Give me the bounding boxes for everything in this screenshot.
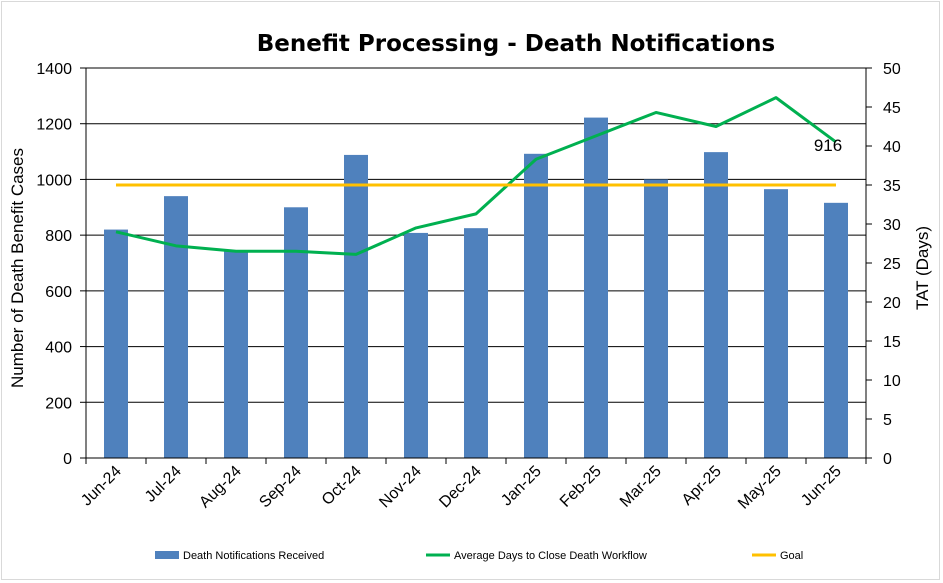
left-tick-label: 400	[45, 340, 72, 357]
left-tick-label: 1200	[36, 117, 72, 134]
right-tick-label: 35	[883, 178, 901, 195]
bar-aug-24	[224, 250, 248, 458]
left-tick-label: 600	[45, 284, 72, 301]
axes	[80, 67, 872, 464]
x-tick-label: Dec-24	[436, 463, 485, 512]
right-tick-label: 0	[883, 451, 892, 468]
bar-series	[104, 117, 848, 459]
legend-swatch-bar	[155, 551, 179, 559]
x-tick-label: Sep-24	[256, 463, 305, 512]
right-tick-label: 20	[883, 295, 901, 312]
legend-entry: Death Notifications Received	[183, 550, 324, 562]
bar-jul-24	[164, 196, 188, 458]
right-tick-label: 45	[883, 100, 901, 117]
bar-jan-25	[524, 153, 548, 459]
line-series	[115, 96, 837, 256]
x-tick-labels: Jun-24 Jul-24 Aug-24 Sep-24 Oct-24 Nov-24 Dec-…	[78, 463, 845, 513]
x-tick-label: May-25	[735, 463, 785, 513]
left-tick-label: 800	[45, 228, 72, 245]
bar-dec-24	[464, 228, 488, 458]
x-tick-label: Mar-25	[617, 463, 665, 511]
right-tick-label: 25	[883, 256, 901, 273]
left-tick-label: 1400	[36, 61, 72, 78]
legend-entry: Average Days to Close Death Workflow	[454, 550, 647, 562]
right-tick-label: 50	[883, 61, 901, 78]
y-axis-left-label: Number of Death Benefit Cases	[8, 148, 27, 388]
right-tick-label: 5	[883, 412, 892, 429]
bar-mar-25	[644, 179, 668, 458]
y-axis-right-label: TAT (Days)	[913, 226, 932, 310]
right-tick-label: 30	[883, 217, 901, 234]
left-tick-label: 200	[45, 395, 72, 412]
bar-apr-25	[704, 152, 728, 458]
bar-nov-24	[404, 232, 428, 458]
bar-data-label: 916	[814, 136, 842, 155]
right-tick-label: 15	[883, 334, 901, 351]
bar-sep-24	[284, 207, 308, 458]
x-tick-label: Jun-24	[78, 463, 125, 510]
legend: Death Notifications Received Average Days…	[155, 550, 803, 562]
x-tick-label: Oct-24	[319, 463, 365, 509]
average-days-to-close-death-workflow-line	[115, 96, 837, 256]
x-tick-label: Apr-25	[679, 463, 725, 509]
gridlines	[86, 67, 866, 403]
left-tick-label: 0	[63, 451, 72, 468]
x-tick-label: Nov-24	[376, 463, 425, 512]
bar-jun-25	[824, 202, 848, 458]
bar-jun-24	[104, 229, 128, 458]
left-tick-labels: 0 200 400 600 800 1000 1200 1400	[36, 61, 72, 468]
x-tick-label: Jun-25	[798, 463, 845, 510]
bar-may-25	[764, 189, 788, 458]
x-tick-label: Jan-25	[498, 463, 545, 510]
x-tick-label: Jul-24	[142, 463, 185, 506]
chart-title: Benefit Processing - Death Notifications	[257, 31, 776, 57]
right-tick-label: 40	[883, 139, 901, 156]
right-tick-label: 10	[883, 373, 901, 390]
left-tick-label: 1000	[36, 172, 72, 189]
legend-entry: Goal	[780, 550, 803, 562]
bar-oct-24	[344, 154, 368, 458]
bar-feb-25	[584, 117, 608, 458]
x-tick-label: Feb-25	[557, 463, 605, 511]
right-tick-labels: 0 5 10 15 20 25 30 35 40 45 50	[883, 61, 901, 468]
data-labels: 916	[814, 136, 842, 155]
x-tick-label: Aug-24	[196, 463, 245, 512]
